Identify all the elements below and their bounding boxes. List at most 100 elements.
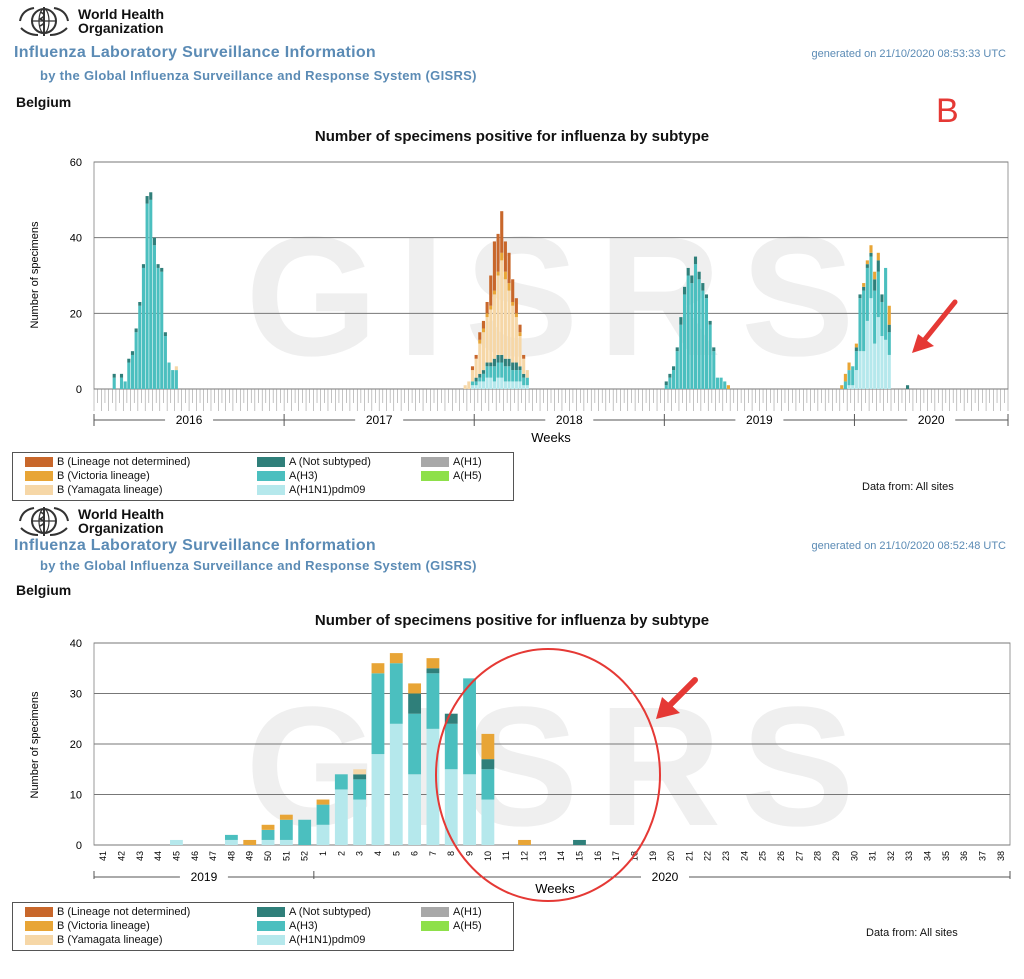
legend-item-b-lineage-nd: B (Lineage not determined): [25, 906, 190, 918]
y-tick-label: 10: [70, 790, 82, 802]
bar-segment-a_h1n1pdm09: [869, 298, 873, 389]
legend-swatch: [421, 907, 449, 918]
report-panel-bottom: World Health Organization Influenza Labo…: [0, 500, 1024, 979]
bar-segment-a_not_subtyped: [112, 373, 116, 378]
bar-segment-a_h3: [507, 366, 511, 382]
legend-label: A (Not subtyped): [289, 456, 371, 468]
bar-segment-b_victoria: [514, 313, 518, 318]
bar-segment-b_victoria: [261, 824, 275, 830]
x-tick-label: 45: [171, 851, 181, 861]
generated-timestamp: generated on 21/10/2020 08:52:48 UTC: [811, 540, 1006, 552]
bar-segment-a_h1n1pdm09: [444, 769, 458, 845]
bar-segment-a_h3: [876, 271, 880, 318]
bar-segment-a_h3: [489, 366, 493, 378]
x-tick-label: 28: [813, 851, 823, 861]
bar-segment-a_h1n1pdm09: [865, 320, 869, 389]
bar-segment-a_not_subtyped: [668, 373, 672, 378]
watermark: GISRS: [245, 202, 874, 392]
legend-swatch: [257, 921, 285, 932]
bar-segment-a_h3: [693, 264, 698, 389]
bar-segment-b_yamagata: [514, 317, 518, 363]
x-tick-label: 13: [538, 851, 548, 861]
bar-segment-a_not_subtyped: [478, 373, 482, 378]
legend-item-b-victoria: B (Victoria lineage): [25, 920, 150, 932]
year-label-bg: [735, 412, 784, 426]
x-tick-label: 50: [263, 851, 273, 861]
who-name: World Health Organization: [78, 507, 164, 535]
year-label-bg: [907, 412, 956, 426]
bar-segment-a_not_subtyped: [522, 373, 526, 378]
bar-segment-a_not_subtyped: [690, 275, 694, 284]
bar-segment-b_victoria: [389, 653, 403, 664]
chart-title: Number of specimens positive for influen…: [314, 612, 710, 629]
bar-segment-b_yamagata: [463, 385, 467, 389]
bar-segment-b_victoria: [869, 245, 873, 253]
bar-segment-a_h3: [514, 370, 518, 382]
bar-segment-a_not_subtyped: [704, 294, 709, 299]
y-tick-label: 0: [76, 384, 82, 396]
bar-segment-a_h3: [389, 663, 403, 724]
bar-segment-b_lineage_nd: [474, 354, 478, 359]
bar-segment-a_h3: [481, 373, 486, 382]
x-tick-label: 22: [703, 851, 713, 861]
x-tick-label: 29: [831, 851, 841, 861]
bar-segment-b_victoria: [485, 313, 489, 318]
who-emblem-icon: [19, 7, 69, 36]
bar-segment-b_lineage_nd: [489, 275, 493, 306]
system-subtitle: by the Global Influenza Surveillance and…: [40, 558, 477, 573]
system-title: Influenza Laboratory Surveillance Inform…: [14, 44, 377, 61]
bar-segment-b_victoria: [478, 339, 482, 344]
bar-segment-a_h3: [522, 377, 526, 386]
bar-segment-a_not_subtyped: [876, 260, 880, 272]
bar-segment-a_not_subtyped: [679, 317, 683, 325]
bar-segment-a_h3: [518, 370, 522, 382]
legend-label: A(H1N1)pdm09: [289, 934, 366, 946]
x-tick-label: 19: [648, 851, 658, 861]
axis: 0 20 40 60 2016 2017 2018 2019 2020: [70, 157, 1009, 427]
bar-segment-a_h3: [675, 351, 679, 389]
bar-segment-a_not_subtyped: [701, 283, 705, 291]
x-tick-label: 51: [281, 851, 291, 861]
bar-segment-a_h3: [481, 769, 495, 800]
bar-segment-a_h3: [851, 366, 855, 386]
bar-segment-a_not_subtyped: [514, 362, 518, 371]
legend-item-b-yamagata: B (Yamagata lineage): [25, 934, 163, 946]
x-tick-label: 12: [520, 851, 530, 861]
bar-segment-a_h3: [156, 267, 160, 389]
x-tick-label: 21: [684, 851, 694, 861]
x-tick-label: 43: [135, 851, 145, 861]
y-tick-label: 40: [70, 233, 82, 245]
bar-segment-b_victoria: [481, 328, 486, 333]
bar-segment-a_h1n1pdm09: [389, 723, 403, 845]
bar-segment-a_h3: [858, 298, 862, 352]
x-tick-label: 52: [300, 851, 310, 861]
bar-segment-b_victoria: [518, 332, 522, 337]
bar-segment-a_h1n1pdm09: [489, 377, 493, 389]
legend-swatch: [25, 471, 53, 482]
bar-segment-a_h3: [485, 366, 489, 378]
x-tick-label: 9: [465, 851, 475, 856]
year-label-bg: [545, 412, 594, 426]
x-tick-label: 26: [776, 851, 786, 861]
legend-item-a-h3: A(H3): [257, 470, 318, 482]
bar-segment-a_h3: [478, 377, 482, 382]
legend-swatch: [257, 457, 285, 468]
bar-segment-b_victoria: [489, 305, 493, 310]
bar-segment-b_victoria: [518, 839, 531, 845]
legend-label: B (Lineage not determined): [57, 456, 191, 468]
bar-segment-b_lineage_nd: [511, 279, 515, 302]
bar-segment-a_h1n1pdm09: [371, 754, 385, 845]
bar-segment-a_not_subtyped: [444, 713, 458, 724]
x-tick-label: 16: [593, 851, 603, 861]
bar-segment-a_not_subtyped: [697, 271, 701, 280]
bar-segment-a_h3: [463, 678, 476, 775]
bar-segment-a_h3: [492, 366, 496, 382]
bar-segment-a_h3: [119, 377, 124, 389]
bar-segment-a_h3: [686, 275, 690, 389]
bar-segment-a_h3: [719, 377, 723, 389]
legend-swatch: [25, 907, 53, 918]
bar-segment-a_h3: [167, 362, 171, 389]
bar-segment-a_h3: [130, 354, 135, 389]
year-label: 2020: [918, 413, 945, 427]
